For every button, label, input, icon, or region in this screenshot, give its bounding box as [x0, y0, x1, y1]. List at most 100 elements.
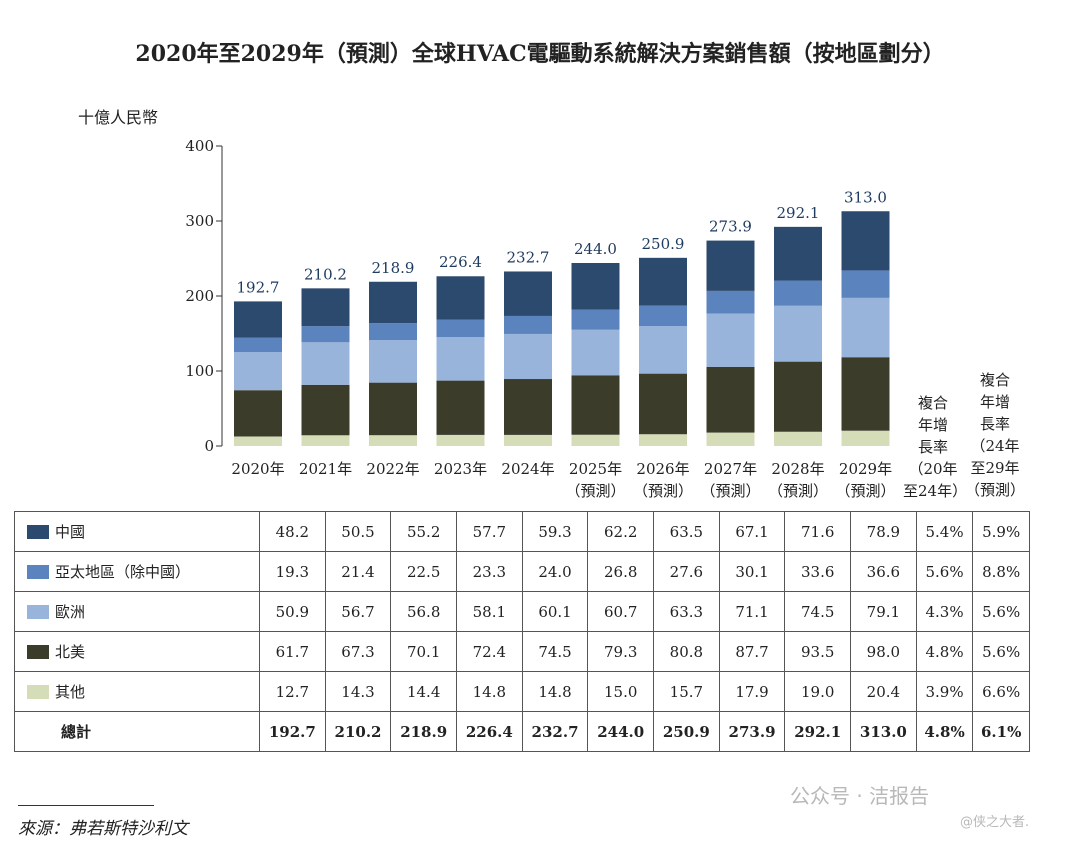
bar-segment-china: [436, 276, 485, 320]
bar-segment-north-america: [436, 380, 485, 435]
x-category-label: 2025年: [569, 460, 622, 478]
table-cell-cagr-2024-2029: 6.1%: [972, 711, 1030, 752]
bar-segment-europe: [639, 326, 687, 374]
table-cell-value: 67.3: [324, 631, 392, 672]
table-cell-value: 50.9: [259, 591, 326, 632]
bar-segment-europe: [706, 313, 755, 367]
cagr-header-line: 至24年）: [903, 482, 968, 500]
bar-total-label: 292.1: [777, 204, 820, 222]
table-cell-value: 55.2: [390, 511, 458, 552]
table-cell-total: 292.1: [784, 711, 852, 752]
table-row-china: 中國 48.2 50.5 55.2 57.7 59.3 62.2 63.5 67.1 71.6 78…: [14, 511, 1030, 552]
x-category-label: 2023年: [434, 460, 487, 478]
cagr-header-line: （預測）: [964, 481, 1025, 499]
bar-segment-apac: [234, 337, 282, 353]
x-category-label: 2029年: [839, 460, 892, 478]
table-cell-value: 63.3: [653, 591, 720, 632]
table-cell-value: 26.8: [587, 551, 655, 592]
bar-segment-apac: [436, 319, 485, 338]
bar-segment-north-america: [234, 390, 282, 437]
series-name: 亞太地區（除中國）: [55, 563, 191, 581]
bar-segment-north-america: [369, 382, 417, 436]
table-cell-value: 78.9: [850, 511, 917, 552]
cagr-header-line: 複合: [917, 394, 948, 412]
table-row-others: 其他 12.7 14.3 14.4 14.8 14.8 15.0 15.7 17.9 19.0 20…: [14, 671, 1030, 712]
bar-segment-north-america: [774, 361, 822, 432]
table-cell-cagr-2024-2029: 5.6%: [972, 591, 1030, 632]
cagr-header-line: 長率: [917, 438, 948, 456]
table-cell-value: 59.3: [521, 511, 589, 552]
bar-segment-china: [774, 226, 822, 281]
table-cell-value: 14.8: [456, 671, 523, 712]
x-category-label: （預測）: [835, 482, 895, 500]
table-cell-value: 20.4: [850, 671, 917, 712]
bar-segment-europe: [504, 333, 552, 380]
bar-segment-north-america: [301, 384, 350, 436]
table-cell-value: 56.8: [390, 591, 458, 632]
cagr-header-line: 長率: [979, 415, 1010, 433]
watermark-subtext: @侠之大者.: [960, 815, 1030, 830]
table-cell-total: 244.0: [587, 711, 655, 752]
bar-segment-china: [639, 257, 687, 306]
table-cell-value: 36.6: [850, 551, 917, 592]
bar-segment-china: [504, 271, 552, 316]
bar-segment-apac: [571, 309, 620, 330]
bar-total-label: 313.0: [844, 188, 887, 206]
bar-total-label: 232.7: [507, 248, 550, 266]
watermark: 公众号 · 洁报告 @侠之大者.: [790, 780, 1029, 830]
table-cell-value: 80.8: [653, 631, 720, 672]
table-cell-cagr-2020-2024: 5.4%: [915, 511, 974, 552]
x-category-label: 2022年: [366, 460, 419, 478]
table-cell-total: 232.7: [521, 711, 589, 752]
bar-segment-north-america: [504, 379, 552, 435]
table-row-europe: 歐洲 50.9 56.7 56.8 58.1 60.1 60.7 63.3 71.1 74.5 79…: [14, 591, 1030, 632]
cagr-header-line: 年增: [979, 393, 1010, 411]
bar-total-label: 244.0: [574, 240, 617, 258]
y-tick-label: 200: [185, 287, 214, 305]
series-name: 中國: [55, 523, 86, 541]
table-cell-value: 30.1: [718, 551, 786, 592]
row-label: 北美: [14, 631, 260, 672]
bar-segment-europe: [436, 337, 485, 381]
bar-segment-others: [706, 432, 755, 446]
table-cell-value: 33.6: [784, 551, 852, 592]
legend-swatch: [27, 525, 49, 539]
table-cell-value: 14.8: [521, 671, 589, 712]
bar-total-label: 218.9: [372, 259, 415, 277]
bar-segment-china: [369, 281, 417, 324]
table-cell-value: 50.5: [324, 511, 392, 552]
row-label: 中國: [14, 511, 260, 552]
table-cell-value: 74.5: [784, 591, 852, 632]
y-axis-unit-label: 十億人民幣: [78, 108, 159, 127]
table-cell-value: 74.5: [521, 631, 589, 672]
x-category-label: （預測）: [768, 482, 828, 500]
chart-title: 2020年至2029年（預測）全球HVAC電驅動系統解決方案銷售額（按地區劃分）: [135, 41, 945, 67]
table-cell-value: 17.9: [718, 671, 786, 712]
bar-segment-others: [369, 435, 417, 446]
x-category-label: 2020年: [231, 460, 284, 478]
legend-swatch: [27, 645, 49, 659]
bar-segment-apac: [774, 280, 822, 306]
watermark-text: 公众号 · 洁报告: [790, 784, 930, 808]
table-cell-total: 313.0: [850, 711, 917, 752]
bar-segment-europe: [571, 329, 620, 376]
x-category-label: 2028年: [771, 460, 824, 478]
cagr-header-line: 至29年: [970, 459, 1020, 477]
bar-segment-others: [301, 435, 350, 446]
row-label: 亞太地區（除中國）: [14, 551, 260, 592]
table-cell-value: 98.0: [850, 631, 917, 672]
table-cell-value: 71.6: [784, 511, 852, 552]
cagr-header-line: 複合: [979, 371, 1010, 389]
bar-segment-others: [841, 430, 890, 446]
table-cell-value: 19.0: [784, 671, 852, 712]
table-cell-value: 57.7: [456, 511, 523, 552]
table-cell-total: 192.7: [259, 711, 326, 752]
table-cell-cagr-2020-2024: 4.3%: [915, 591, 974, 632]
table-cell-value: 79.3: [587, 631, 655, 672]
table-row-apac: 亞太地區（除中國） 19.3 21.4 22.5 23.3 24.0 26.8 27.6 30.…: [14, 551, 1030, 592]
bar-total-label: 210.2: [304, 265, 347, 283]
cagr-header-line: （20年: [908, 460, 958, 478]
x-category-label: 2024年: [501, 460, 554, 478]
table-cell-value: 93.5: [784, 631, 852, 672]
table-cell-total: 273.9: [718, 711, 786, 752]
